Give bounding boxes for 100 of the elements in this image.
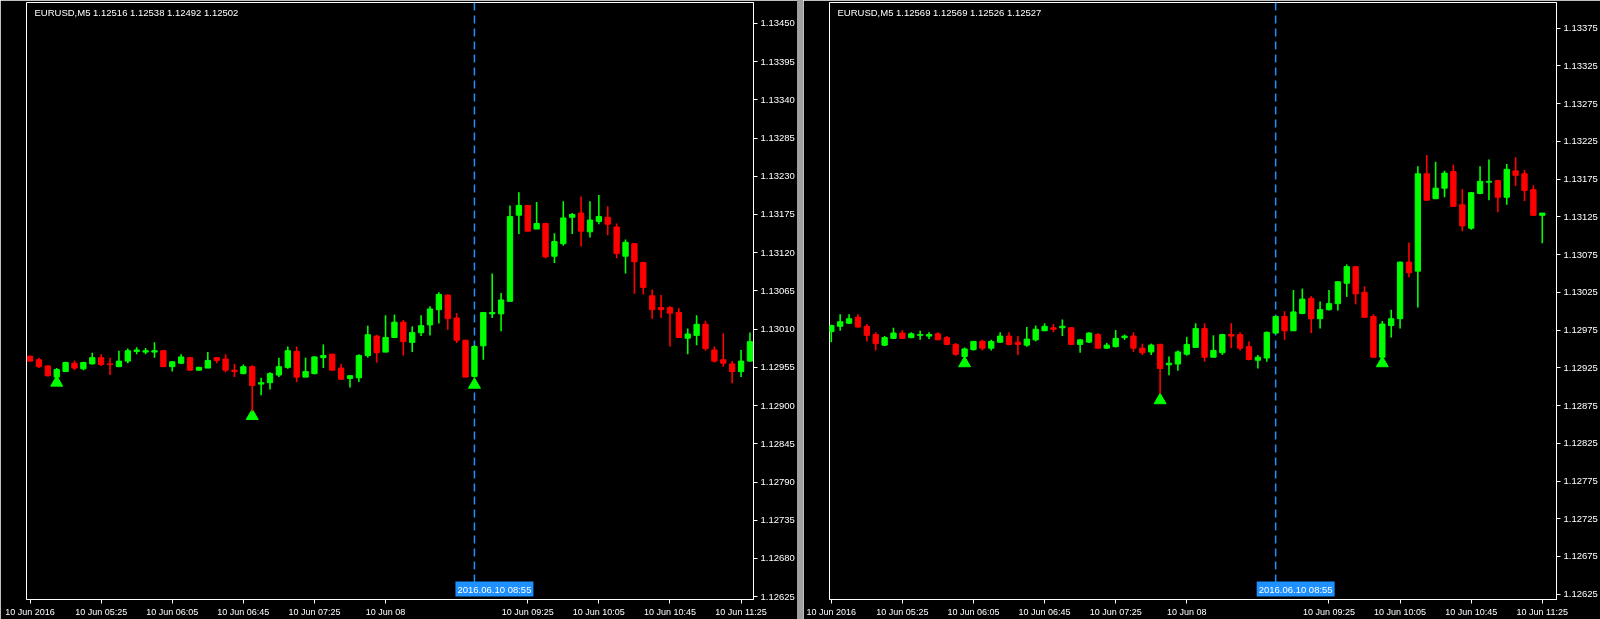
y-tick-label: 1.13125 [1563,210,1598,222]
y-tick-label: 1.13375 [1563,22,1598,34]
candlestick [1316,300,1324,330]
point [50,375,64,387]
y-tick-label: 1.12975 [1563,324,1598,336]
candlestick [373,333,380,364]
candlestick [1485,158,1493,202]
x-tick-label: 10 Jun 10:05 [572,606,625,617]
x-tick-label: 10 Jun 07:25 [1089,606,1142,617]
candlestick [1521,169,1528,202]
y-tick-label: 1.13285 [760,132,795,144]
x-tick-label: 10 Jun 07:25 [288,606,341,617]
candlestick [1023,326,1030,348]
candlestick [1228,322,1235,349]
y-tick-label: 1.12825 [1563,437,1598,449]
candlestick [382,314,389,353]
candlestick [649,288,656,320]
chart-title: EURUSD,M5 1.12516 1.12538 1.12492 1.12502 [34,6,239,18]
x-tick-label: 10 Jun 09:25 [501,606,554,617]
candlestick [1441,170,1448,199]
candlestick [1290,289,1297,332]
candlestick [1343,263,1350,298]
y-tick-label: 1.13325 [1563,59,1598,71]
candlestick [693,314,700,346]
candlestick [222,353,229,374]
candlestick [444,293,451,331]
candlestick [355,353,363,383]
y-tick-label: 1.13025 [1563,286,1598,298]
x-tick-label: 10 Jun 11:25 [1516,606,1568,617]
x-tick-label: 10 Jun 10:45 [1445,606,1498,617]
candlestick [1334,280,1342,312]
candlestick [1476,165,1484,195]
candlestick [249,364,256,412]
candlestick [1512,156,1519,187]
x-tick-label: 10 Jun 05:25 [75,606,128,617]
x-tick-label: 10 Jun 08 [1167,606,1207,617]
y-tick-label: 1.13175 [760,208,795,220]
x-tick-label: 10 Jun 06:05 [146,606,199,617]
candlestick [586,200,594,239]
candlestick [400,319,407,357]
y-tick-label: 1.12925 [1563,361,1598,373]
candlestick [1308,295,1315,334]
candlestick [320,343,327,369]
candlestick [872,331,879,352]
x-tick-label: 10 Jun 09:25 [1302,606,1355,617]
candlestick [435,291,443,325]
candlestick [497,292,505,333]
candlestick [1192,322,1199,349]
y-tick-label: 1.13275 [1563,97,1598,109]
y-tick-label: 1.13225 [1563,135,1598,147]
candlestick [746,331,754,363]
x-tick-label: 10 Jun 11:25 [715,606,767,617]
candlestick [409,325,416,353]
candlestick [551,232,558,264]
candlestick [302,356,309,378]
candlestick [284,345,291,370]
candlestick [1539,212,1546,245]
candlestick [417,314,425,337]
candlestick [346,374,354,389]
y-tick-label: 1.12675 [1563,550,1598,562]
x-tick-label: 10 Jun 06:45 [217,606,270,617]
y-tick-label: 1.12955 [760,361,795,373]
candlestick [275,356,283,378]
candlestick [533,201,540,230]
candlestick [515,191,523,235]
candlestick [604,205,611,237]
candlestick [364,324,371,359]
candlestick [1299,287,1306,316]
y-tick-label: 1.12790 [760,476,795,488]
candlestick [489,272,496,319]
y-tick-label: 1.12725 [1563,512,1598,524]
y-tick-label: 1.13340 [760,93,795,105]
candlestick [1432,160,1439,200]
text: EURUSD,M5 1.12569 1.12569 1.12526 1.12527 [837,6,1042,18]
point [245,408,259,420]
x-tick-label: 10 Jun 08 [365,606,406,617]
y-tick-label: 1.13175 [1563,173,1598,185]
y-tick-label: 1.12625 [1563,588,1598,600]
candlestick [1210,334,1217,359]
candlestick [1494,179,1502,214]
candlestick [577,195,585,248]
y-tick-label: 1.13010 [760,323,795,335]
candlestick [257,377,265,396]
candlestick [1254,354,1262,370]
y-tick-label: 1.13450 [760,17,795,29]
y-tick-label: 1.12875 [1563,399,1598,411]
candlestick [1130,331,1137,353]
candlestick [595,194,603,225]
x-tick-label: 10 Jun 10:45 [643,606,696,617]
x-tick-label: 10 Jun 10:05 [1374,606,1427,617]
x-tick-label: 10 Jun 06:05 [947,606,1000,617]
candlestick [684,327,691,355]
candlestick [1174,349,1182,372]
y-tick-label: 1.12735 [760,514,795,526]
y-tick-label: 1.12775 [1563,475,1598,487]
y-tick-label: 1.12900 [760,399,795,411]
candlestick [622,238,629,275]
candlestick [657,294,665,319]
y-tick-label: 1.13230 [760,170,795,182]
candlestick [426,305,434,337]
